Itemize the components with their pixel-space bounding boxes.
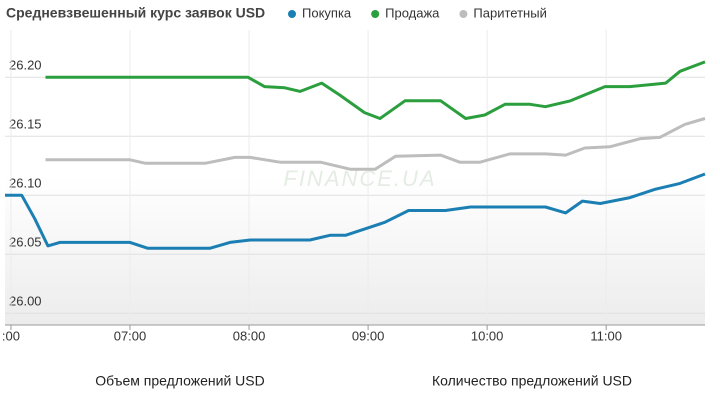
legend-label: Паритетный — [473, 5, 546, 20]
y-tick-label: 26.10 — [9, 176, 42, 191]
y-tick-label: 26.00 — [9, 294, 42, 309]
footer-label: Количество предложений USD — [432, 373, 632, 389]
footer-label: Объем предложений USD — [95, 373, 264, 389]
series-line — [5, 172, 706, 250]
legend-marker — [459, 10, 468, 18]
x-tick-label: 10:00 — [471, 328, 504, 343]
legend-label: Покупка — [302, 5, 352, 20]
series-line — [45, 60, 706, 120]
series-line — [45, 117, 706, 171]
y-tick-label: 26.15 — [9, 117, 42, 132]
chart-title: Средневзвешенный курс заявок USD — [6, 5, 265, 21]
x-tick-label: 11:00 — [590, 328, 622, 343]
x-tick-label: :00 — [2, 328, 20, 343]
legend-marker — [371, 10, 380, 18]
legend-marker — [288, 10, 296, 18]
legend-label: Продажа — [385, 5, 440, 20]
x-tick-label: 07:00 — [114, 328, 147, 343]
plot-area — [5, 30, 705, 325]
y-tick-label: 26.20 — [9, 58, 42, 73]
x-tick-label: 08:00 — [233, 328, 266, 343]
x-tick-label: 09:00 — [352, 328, 385, 343]
y-tick-label: 26.05 — [9, 235, 42, 250]
